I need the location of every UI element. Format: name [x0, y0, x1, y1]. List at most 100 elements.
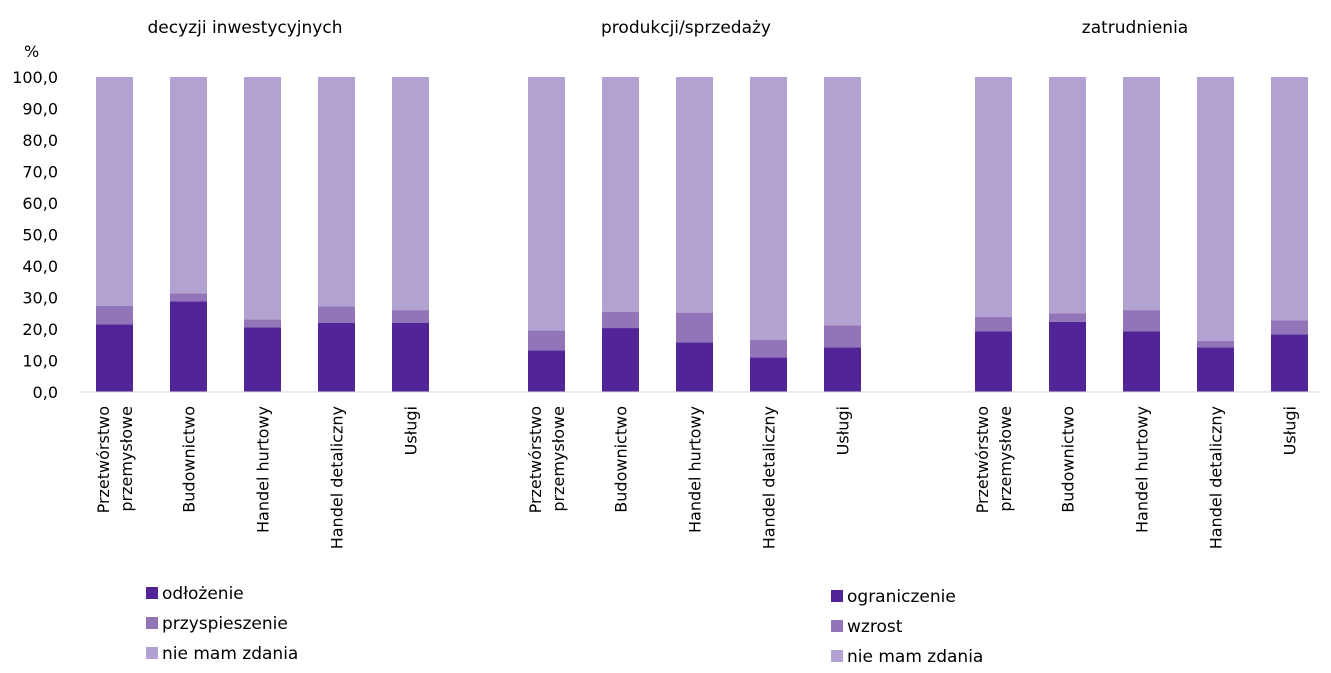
bar-segment	[1271, 334, 1308, 392]
category-label-line: Przetwórstwo	[94, 406, 113, 513]
category-labels: Przetwórstwo przemysłowe Budownictwo Handel…	[94, 406, 1300, 549]
y-tick-label: 10,0	[22, 352, 58, 371]
y-tick-label: 60,0	[22, 194, 58, 213]
bar-segment	[392, 77, 429, 311]
legend-label: odłożenie	[162, 584, 244, 604]
category-label-line: Budownictwo	[612, 406, 631, 513]
category-label-line: Handel detaliczny	[760, 406, 779, 549]
category-label: Usługi	[1281, 406, 1300, 455]
bar-segment	[824, 347, 861, 392]
y-tick-label: 0,0	[33, 383, 58, 402]
bar-segment	[676, 342, 713, 392]
category-label-line: Usługi	[402, 406, 421, 455]
legend-swatch	[831, 650, 843, 662]
bar-segment	[170, 301, 207, 392]
category-label: Usługi	[834, 406, 853, 455]
bar-segment	[750, 357, 787, 392]
bar-segment	[1123, 77, 1160, 311]
category-label-line: Handel hurtowy	[254, 406, 273, 533]
category-label-line: Usługi	[1281, 406, 1300, 455]
bar-segment	[1271, 320, 1308, 335]
category-label: Budownictwo	[1059, 406, 1078, 513]
legend-label: przyspieszenie	[162, 614, 288, 634]
category-label: Handel detaliczny	[1207, 406, 1226, 549]
bar-segment	[602, 311, 639, 329]
bar-segment	[318, 306, 355, 323]
category-label-line: Przetwórstwo	[526, 406, 545, 513]
category-label-line: Handel detaliczny	[1207, 406, 1226, 549]
category-label-line: przemysłowe	[117, 406, 136, 512]
category-label: Budownictwo	[612, 406, 631, 513]
bars	[96, 77, 1308, 392]
panel-titles: decyzji inwestycyjnych produkcji/sprzedaż…	[148, 18, 1189, 38]
category-label-line: Usługi	[834, 406, 853, 455]
category-label: Handel hurtowy	[254, 406, 273, 533]
category-label: Usługi	[402, 406, 421, 455]
bar-segment	[528, 77, 565, 331]
bar-segment	[1049, 321, 1086, 392]
bar-segment	[676, 77, 713, 313]
bar-segment	[1197, 340, 1234, 348]
bar-segment	[824, 325, 861, 348]
category-label-line: Budownictwo	[1059, 406, 1078, 513]
bar-segment	[244, 77, 281, 320]
y-tick-label: 40,0	[22, 257, 58, 276]
category-label: Handel detaliczny	[760, 406, 779, 549]
legend-swatch	[146, 587, 158, 599]
y-tick-label: 70,0	[22, 163, 58, 182]
bar-segment	[1271, 77, 1308, 321]
category-label: Przetwórstwo przemysłowe	[973, 406, 1015, 513]
bar-segment	[975, 331, 1012, 392]
legend-label: nie mam zdania	[162, 644, 298, 664]
bar-segment	[392, 310, 429, 323]
legend-swatch	[146, 647, 158, 659]
category-label-line: Handel detaliczny	[328, 406, 347, 549]
legend-swatch	[146, 617, 158, 629]
bar-segment	[318, 322, 355, 392]
legends: odłożenie przyspieszenie nie mam zdania ogr…	[146, 584, 983, 667]
category-label-line: Przetwórstwo	[973, 406, 992, 513]
bar-segment	[1197, 347, 1234, 392]
bar-segment	[96, 324, 133, 392]
bar-segment	[96, 306, 133, 325]
y-tick-label: 20,0	[22, 320, 58, 339]
bar-segment	[244, 319, 281, 328]
y-tick-label: 90,0	[22, 100, 58, 119]
legend-label: wzrost	[847, 617, 903, 637]
category-label-line: przemysłowe	[996, 406, 1015, 512]
category-label: Budownictwo	[180, 406, 199, 513]
bar-segment	[975, 317, 1012, 332]
category-label: Handel detaliczny	[328, 406, 347, 549]
bar-segment	[602, 77, 639, 312]
category-label-line: przemysłowe	[549, 406, 568, 512]
category-label: Przetwórstwo przemysłowe	[526, 406, 568, 513]
y-unit-label: %	[24, 42, 39, 61]
category-label: Przetwórstwo przemysłowe	[94, 406, 136, 513]
category-label-line: Budownictwo	[180, 406, 199, 513]
legend-swatch	[831, 590, 843, 602]
bar-segment	[170, 77, 207, 294]
bar-segment	[824, 77, 861, 326]
panel-title: zatrudnienia	[1082, 18, 1188, 38]
y-axis: % 0,0 10,0 20,0 30,0 40,0 50,0 60,0 70,0 80,0 90,0…	[12, 42, 58, 402]
legend-swatch	[831, 620, 843, 632]
bar-segment	[1049, 77, 1086, 314]
bar-segment	[602, 328, 639, 392]
panel-title: produkcji/sprzedaży	[601, 18, 771, 38]
legend-label: ograniczenie	[847, 587, 956, 607]
bar-segment	[1049, 313, 1086, 322]
panel-title: decyzji inwestycyjnych	[148, 18, 343, 38]
bar-segment	[1197, 77, 1234, 341]
category-label: Handel hurtowy	[1133, 406, 1152, 533]
category-label-line: Handel hurtowy	[1133, 406, 1152, 533]
y-tick-label: 80,0	[22, 131, 58, 150]
category-label: Handel hurtowy	[686, 406, 705, 533]
bar-segment	[392, 322, 429, 392]
bar-segment	[528, 330, 565, 351]
bar-segment	[676, 312, 713, 343]
bar-segment	[1123, 331, 1160, 392]
legend-label: nie mam zdania	[847, 647, 983, 667]
bar-segment	[528, 350, 565, 392]
bar-segment	[96, 77, 133, 307]
